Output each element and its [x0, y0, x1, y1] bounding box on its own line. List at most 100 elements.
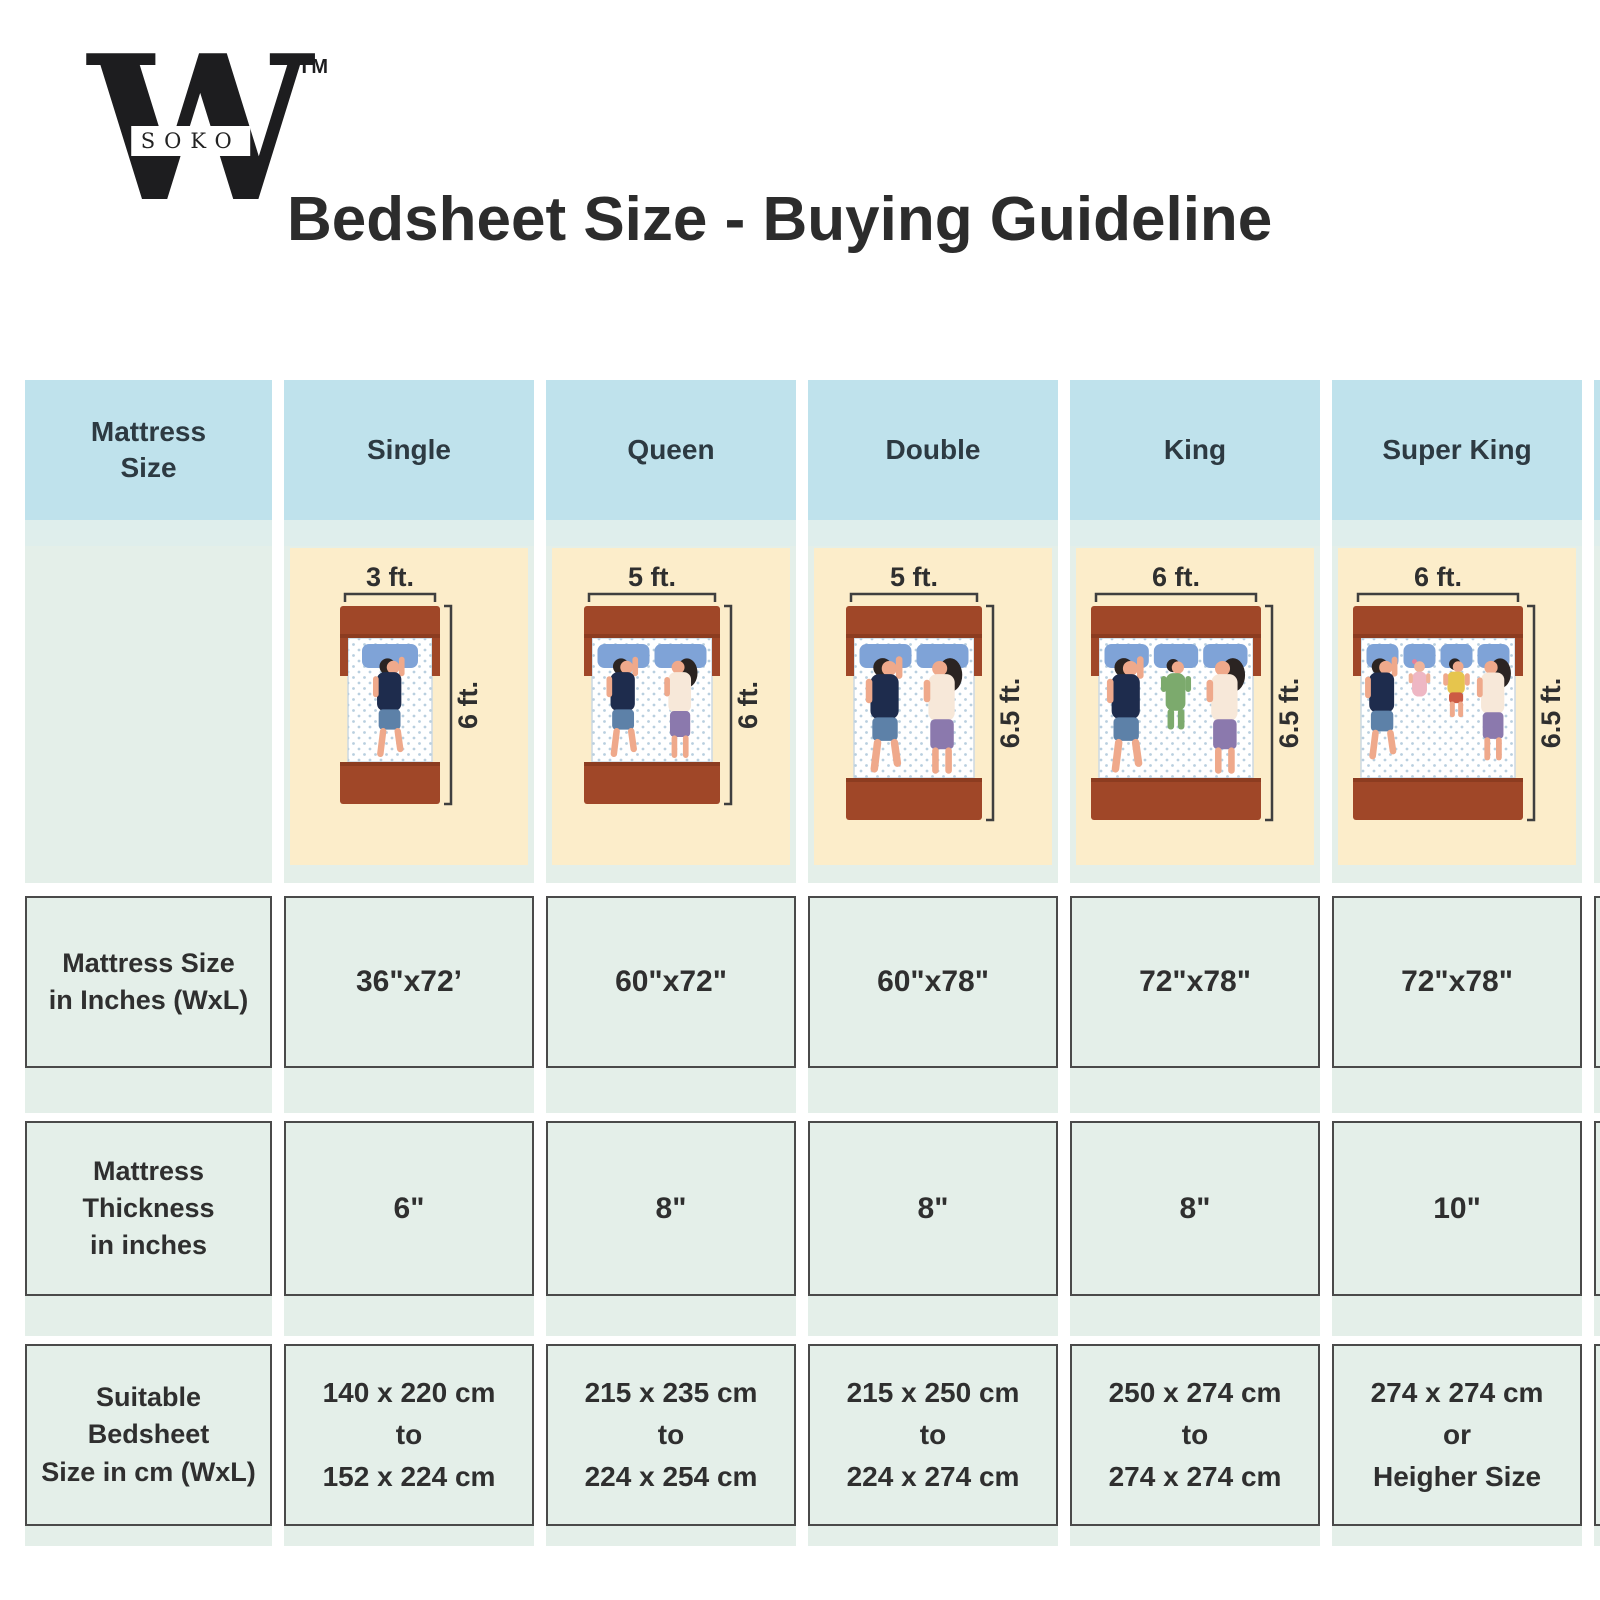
cell-mattress-thickness-king: 8"	[1070, 1121, 1320, 1296]
data-row-block: 72"x78"	[1070, 896, 1320, 1113]
column-row-labels: Mattress Size Mattress Size in Inches (WxL…	[25, 380, 272, 1546]
cell-bedsheet-size-queen-text: 215 x 235 cm to 224 x 254 cm	[584, 1377, 758, 1492]
svg-text:3 ft.: 3 ft.	[366, 562, 414, 592]
row-label-block: Mattress Size in Inches (WxL)	[25, 896, 272, 1113]
svg-text:6.5 ft.: 6.5 ft.	[995, 678, 1025, 749]
cell-bedsheet-size-king: 250 x 274 cm to 274 x 274 cm	[1070, 1344, 1320, 1526]
data-row-block: 215 x 235 cm to 224 x 254 cm	[546, 1344, 796, 1546]
column-header-super-king: Super King	[1332, 380, 1582, 520]
partial-column-header	[1594, 380, 1600, 520]
illustration-block-king: 6 ft. 6.5 ft.	[1070, 520, 1320, 883]
column-header-queen: Queen	[546, 380, 796, 520]
cell-bedsheet-size-super-king-text: 274 x 274 cm or Heigher Size	[1370, 1377, 1544, 1492]
data-row-block: 274 x 274 cm or Heigher Size	[1332, 1344, 1582, 1546]
row-label-mattress-size-in-inches-(wxl): Mattress Size in Inches (WxL)	[25, 896, 272, 1068]
bed-illustration-queen: 5 ft. 6 ft.	[552, 548, 790, 865]
bedsheet-size-table: Mattress Size Mattress Size in Inches (WxL…	[25, 380, 1600, 1560]
partial-cell	[1594, 1344, 1600, 1526]
row-label-mattress-thickness-in-inches: Mattress Thickness in inches	[25, 1121, 272, 1296]
cell-mattress-thickness-super-king-text: 10"	[1433, 1191, 1481, 1225]
illustration-block-double: 5 ft. 6.5 ft.	[808, 520, 1058, 883]
cell-bedsheet-size-king-text: 250 x 274 cm to 274 x 274 cm	[1108, 1377, 1282, 1492]
data-row-block: 72"x78"	[1332, 896, 1582, 1113]
svg-text:6.5 ft.: 6.5 ft.	[1536, 678, 1566, 749]
data-row-block: 250 x 274 cm to 274 x 274 cm	[1070, 1344, 1320, 1546]
row-label-block: Suitable Bedsheet Size in cm (WxL)	[25, 1344, 272, 1546]
cell-mattress-inches-super-king: 72"x78"	[1332, 896, 1582, 1068]
column-queen: Queen 5 ft. 6 f	[546, 380, 796, 1546]
data-row-block: 6"	[284, 1121, 534, 1336]
column-king: King 6 ft.	[1070, 380, 1320, 1546]
cell-mattress-inches-king-text: 72"x78"	[1139, 965, 1251, 998]
partial-row-block	[1594, 896, 1600, 1113]
partial-cell	[1594, 896, 1600, 1068]
data-row-block: 140 x 220 cm to 152 x 224 cm	[284, 1344, 534, 1546]
data-row-block: 215 x 250 cm to 224 x 274 cm	[808, 1344, 1058, 1546]
data-row-block: 60"x72"	[546, 896, 796, 1113]
cell-mattress-inches-double: 60"x78"	[808, 896, 1058, 1068]
row-label-suitable-bedsheet-size-in-cm-(wxl): Suitable Bedsheet Size in cm (WxL)	[25, 1344, 272, 1526]
data-row-block: 8"	[808, 1121, 1058, 1336]
column-header-double: Double	[808, 380, 1058, 520]
table-grid: Mattress Size Mattress Size in Inches (WxL…	[25, 380, 1600, 1546]
cell-bedsheet-size-single: 140 x 220 cm to 152 x 224 cm	[284, 1344, 534, 1526]
cell-mattress-thickness-super-king: 10"	[1332, 1121, 1582, 1296]
partial-illustration-block	[1594, 520, 1600, 883]
cell-mattress-inches-king: 72"x78"	[1070, 896, 1320, 1068]
svg-text:6 ft.: 6 ft.	[1414, 562, 1462, 592]
data-row-block: 8"	[1070, 1121, 1320, 1336]
cell-bedsheet-size-queen: 215 x 235 cm to 224 x 254 cm	[546, 1344, 796, 1526]
cell-mattress-thickness-double-text: 8"	[917, 1191, 949, 1225]
cell-bedsheet-size-super-king: 274 x 274 cm or Heigher Size	[1332, 1344, 1582, 1526]
cell-mattress-inches-single: 36"x72’	[284, 896, 534, 1068]
cell-mattress-inches-single-text: 36"x72’	[356, 965, 462, 998]
data-row-block: 36"x72’	[284, 896, 534, 1113]
cell-mattress-thickness-single-text: 6"	[393, 1191, 425, 1225]
row-label-block: Mattress Thickness in inches	[25, 1121, 272, 1336]
column-header-mattress-size: Mattress Size	[25, 380, 272, 520]
cell-mattress-thickness-king-text: 8"	[1179, 1191, 1211, 1225]
partial-row-block	[1594, 1121, 1600, 1336]
cell-mattress-thickness-queen: 8"	[546, 1121, 796, 1296]
illustration-block-single: 3 ft. 6 ft.	[284, 520, 534, 883]
cell-mattress-thickness-double: 8"	[808, 1121, 1058, 1296]
bed-illustration-super-king: 6 ft.	[1338, 548, 1576, 865]
partial-row-block	[1594, 1344, 1600, 1546]
data-row-block: 8"	[546, 1121, 796, 1336]
brand-logo: W TM SOKO	[88, 30, 328, 230]
cell-mattress-thickness-single: 6"	[284, 1121, 534, 1296]
svg-text:6 ft.: 6 ft.	[453, 681, 483, 729]
svg-text:6 ft.: 6 ft.	[1152, 562, 1200, 592]
data-row-block: 10"	[1332, 1121, 1582, 1336]
svg-text:6.5 ft.: 6.5 ft.	[1274, 678, 1304, 749]
row-label-text: Mattress Size in Inches (WxL)	[48, 947, 249, 1015]
column-double: Double 5 ft. 6.	[808, 380, 1058, 1546]
partial-cell	[1594, 1121, 1600, 1296]
row-label-text: Suitable Bedsheet Size in cm (WxL)	[41, 1382, 256, 1487]
column-header-single: Single	[284, 380, 534, 520]
cell-mattress-inches-queen: 60"x72"	[546, 896, 796, 1068]
column-header-king: King	[1070, 380, 1320, 520]
cell-mattress-inches-double-text: 60"x78"	[877, 965, 989, 998]
data-row-block: 60"x78"	[808, 896, 1058, 1113]
cell-bedsheet-size-single-text: 140 x 220 cm to 152 x 224 cm	[322, 1377, 496, 1492]
illustration-block-super-king: 6 ft.	[1332, 520, 1582, 883]
row-label-spacer	[25, 520, 272, 883]
svg-text:5 ft.: 5 ft.	[890, 562, 938, 592]
cell-bedsheet-size-double: 215 x 250 cm to 224 x 274 cm	[808, 1344, 1058, 1526]
bed-illustration-king: 6 ft. 6.5 ft.	[1076, 548, 1314, 865]
cell-bedsheet-size-double-text: 215 x 250 cm to 224 x 274 cm	[846, 1377, 1020, 1492]
bed-illustration-double: 5 ft. 6.5 ft.	[814, 548, 1052, 865]
page-title: Bedsheet Size - Buying Guideline	[287, 185, 1273, 254]
column-header-label: Mattress Size	[90, 415, 207, 483]
svg-text:6 ft.: 6 ft.	[733, 681, 763, 729]
cell-mattress-inches-super-king-text: 72"x78"	[1401, 965, 1513, 998]
trademark-symbol: TM	[298, 56, 329, 78]
bed-illustration-single: 3 ft. 6 ft.	[290, 548, 528, 865]
column-single: Single 3 ft. 6 ft. 36"x72’ 6" 140 x 220 cm…	[284, 380, 534, 1546]
svg-text:5 ft.: 5 ft.	[628, 562, 676, 592]
illustration-block-queen: 5 ft. 6 ft.	[546, 520, 796, 883]
row-label-text: Mattress Thickness in inches	[82, 1155, 215, 1261]
cell-mattress-thickness-queen-text: 8"	[655, 1191, 687, 1225]
cell-mattress-inches-queen-text: 60"x72"	[615, 965, 727, 998]
